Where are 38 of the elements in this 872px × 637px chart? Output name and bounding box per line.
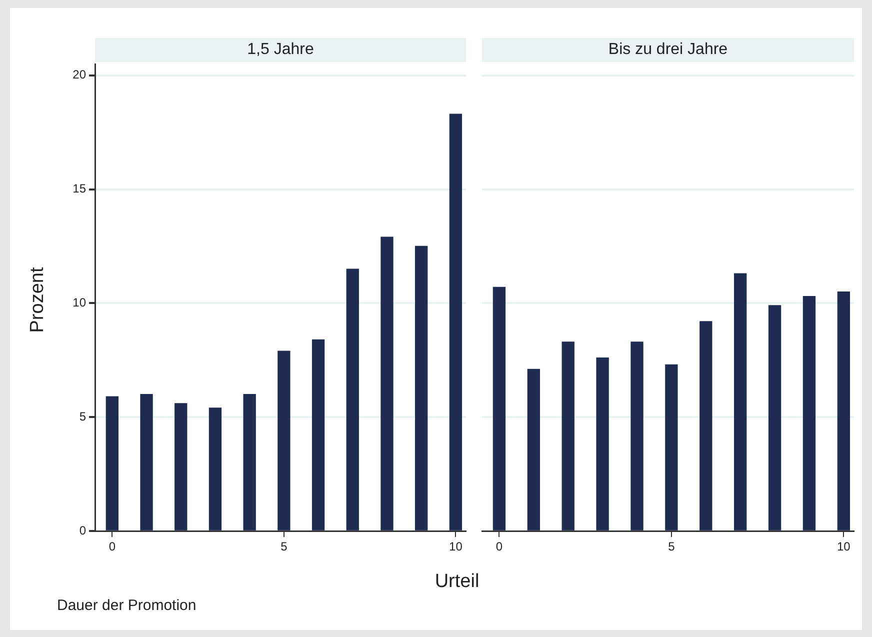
bar bbox=[208, 408, 222, 530]
y-axis-title: Prozent bbox=[27, 267, 49, 333]
bar bbox=[630, 342, 644, 530]
y-tick-label: 5 bbox=[79, 409, 86, 424]
bar bbox=[415, 246, 428, 530]
bar bbox=[243, 394, 256, 530]
chart-title: 1,5 Jahre bbox=[95, 38, 466, 62]
bar bbox=[312, 339, 325, 530]
bar bbox=[734, 273, 747, 530]
bar bbox=[837, 291, 850, 530]
x-tick-label: 10 bbox=[836, 540, 851, 554]
bar bbox=[527, 368, 540, 530]
bar bbox=[802, 296, 816, 530]
bar bbox=[278, 350, 290, 530]
x-axis-title: Urteil bbox=[434, 571, 480, 593]
bar bbox=[700, 321, 712, 530]
bar bbox=[768, 305, 782, 530]
x-tick-label: 0 bbox=[496, 540, 503, 554]
bar bbox=[492, 286, 506, 530]
y-tick-label: 10 bbox=[72, 296, 86, 310]
bar bbox=[174, 403, 188, 530]
bar bbox=[562, 342, 574, 530]
y-tick-label: 20 bbox=[72, 68, 86, 82]
x-tick-label: 5 bbox=[668, 540, 676, 554]
x-tick-label: 10 bbox=[449, 540, 463, 554]
x-tick-label: 5 bbox=[280, 540, 288, 554]
bar bbox=[665, 364, 678, 530]
y-tick-label: 0 bbox=[79, 523, 86, 538]
bar bbox=[140, 394, 153, 530]
bar bbox=[106, 396, 119, 530]
bar bbox=[596, 358, 609, 530]
bar bbox=[380, 236, 394, 530]
chart-title: Bis zu drei Jahre bbox=[482, 38, 854, 62]
bar bbox=[449, 114, 462, 530]
x-tick-label: 0 bbox=[108, 540, 116, 554]
y-tick-label: 15 bbox=[72, 182, 86, 196]
bar bbox=[346, 268, 359, 530]
text: Dauer der Promotion bbox=[57, 597, 196, 614]
